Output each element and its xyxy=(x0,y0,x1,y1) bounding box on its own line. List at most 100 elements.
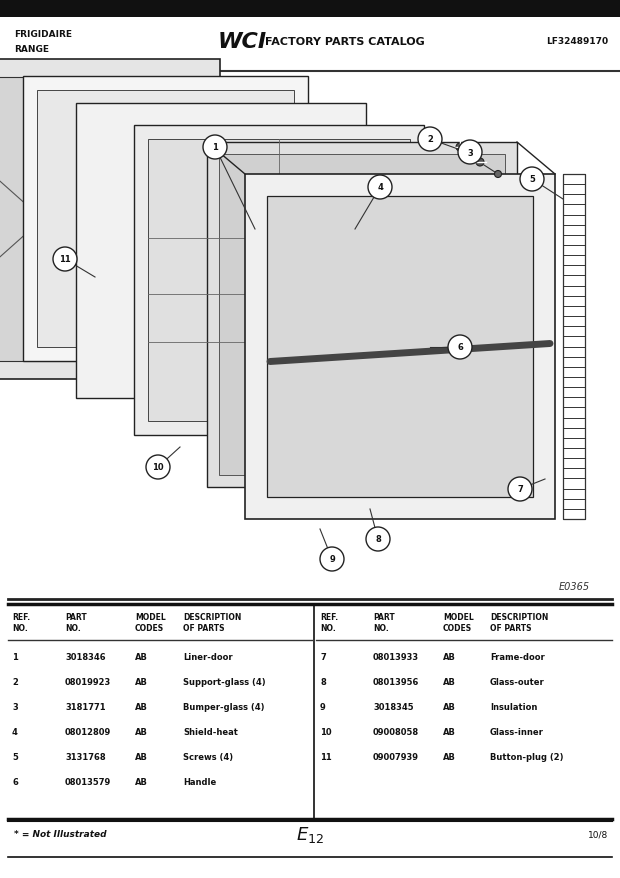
Text: A = GCG38BCW3        B = GCG38BCW4: A = GCG38BCW3 B = GCG38BCW4 xyxy=(14,78,208,88)
Text: 3: 3 xyxy=(467,148,473,157)
Text: DESCRIPTION
OF PARTS: DESCRIPTION OF PARTS xyxy=(490,612,548,632)
Circle shape xyxy=(458,140,482,165)
Text: 4: 4 xyxy=(377,184,383,192)
Bar xyxy=(0,0,620,18)
Text: 3018346: 3018346 xyxy=(65,652,105,661)
Polygon shape xyxy=(0,78,202,362)
Circle shape xyxy=(495,171,502,178)
Text: Liner-door: Liner-door xyxy=(183,652,232,661)
Text: AB: AB xyxy=(135,777,148,786)
Text: Shield-heat: Shield-heat xyxy=(183,727,238,736)
Text: 3181771: 3181771 xyxy=(65,702,105,711)
Text: 3018345: 3018345 xyxy=(373,702,414,711)
Text: 4: 4 xyxy=(12,727,18,736)
Text: 1: 1 xyxy=(12,652,18,661)
Text: Button-plug (2): Button-plug (2) xyxy=(490,752,564,761)
Text: WCI: WCI xyxy=(218,32,267,52)
Circle shape xyxy=(320,547,344,572)
Text: MODEL
CODES: MODEL CODES xyxy=(135,612,166,632)
Text: AB: AB xyxy=(443,727,456,736)
Text: RANGE: RANGE xyxy=(14,45,49,54)
Circle shape xyxy=(146,456,170,479)
Circle shape xyxy=(456,144,464,152)
Text: 09008058: 09008058 xyxy=(373,727,419,736)
Text: 1: 1 xyxy=(212,143,218,152)
Circle shape xyxy=(418,128,442,152)
Circle shape xyxy=(448,335,472,360)
Text: 7: 7 xyxy=(517,485,523,494)
Text: AB: AB xyxy=(135,752,148,761)
Text: PART
NO.: PART NO. xyxy=(65,612,87,632)
Circle shape xyxy=(203,136,227,160)
Text: FRIGIDAIRE: FRIGIDAIRE xyxy=(14,30,72,39)
Text: * = Not Illustrated: * = Not Illustrated xyxy=(14,830,107,838)
Text: FACTORY PARTS CATALOG: FACTORY PARTS CATALOG xyxy=(265,37,425,47)
Text: 3131768: 3131768 xyxy=(65,752,105,761)
Text: 08013579: 08013579 xyxy=(65,777,111,786)
Text: eReplacementParts.com: eReplacementParts.com xyxy=(242,405,378,414)
Text: DESCRIPTION
OF PARTS: DESCRIPTION OF PARTS xyxy=(183,612,241,632)
Text: 5: 5 xyxy=(12,752,18,761)
Polygon shape xyxy=(245,175,555,520)
Text: AB: AB xyxy=(135,677,148,687)
Text: Glass-inner: Glass-inner xyxy=(490,727,544,736)
Text: 08012809: 08012809 xyxy=(65,727,111,736)
Text: AB: AB xyxy=(443,677,456,687)
Polygon shape xyxy=(267,197,533,498)
Text: 8: 8 xyxy=(375,535,381,543)
Text: Glass-outer: Glass-outer xyxy=(490,677,545,687)
Text: 6: 6 xyxy=(457,343,463,352)
Text: AB: AB xyxy=(135,652,148,661)
Text: 09007939: 09007939 xyxy=(373,752,419,761)
Circle shape xyxy=(508,478,532,501)
Text: LF32489170: LF32489170 xyxy=(546,38,608,47)
Text: Support-glass (4): Support-glass (4) xyxy=(183,677,265,687)
Text: Frame-door: Frame-door xyxy=(490,652,545,661)
Circle shape xyxy=(520,168,544,191)
Text: 9: 9 xyxy=(329,555,335,564)
Text: AB: AB xyxy=(443,702,456,711)
Text: 2: 2 xyxy=(12,677,18,687)
Text: 8: 8 xyxy=(320,677,326,687)
Text: PART
NO.: PART NO. xyxy=(373,612,395,632)
Polygon shape xyxy=(148,140,410,421)
Text: 11: 11 xyxy=(59,255,71,264)
Text: 11: 11 xyxy=(320,752,332,761)
Polygon shape xyxy=(207,143,517,487)
Text: 5: 5 xyxy=(529,176,535,184)
Polygon shape xyxy=(0,60,220,379)
Text: 10: 10 xyxy=(152,463,164,472)
Text: 2: 2 xyxy=(427,135,433,144)
Circle shape xyxy=(476,159,484,167)
Text: 08019923: 08019923 xyxy=(65,677,111,687)
Text: AB: AB xyxy=(135,727,148,736)
Text: REF.
NO.: REF. NO. xyxy=(12,612,30,632)
Polygon shape xyxy=(219,155,505,476)
Circle shape xyxy=(53,248,77,271)
Circle shape xyxy=(366,528,390,551)
Polygon shape xyxy=(134,126,424,435)
Text: Screws (4): Screws (4) xyxy=(183,752,233,761)
Bar xyxy=(563,175,585,520)
Circle shape xyxy=(368,176,392,200)
Text: 6: 6 xyxy=(12,777,18,786)
Text: 08013956: 08013956 xyxy=(373,677,419,687)
Polygon shape xyxy=(23,77,308,362)
Text: Insulation: Insulation xyxy=(490,702,538,711)
Text: Handle: Handle xyxy=(183,777,216,786)
Text: 10/8: 10/8 xyxy=(588,830,608,838)
Text: 3: 3 xyxy=(12,702,18,711)
Text: E0365: E0365 xyxy=(559,581,590,591)
Text: MODEL
CODES: MODEL CODES xyxy=(443,612,474,632)
Text: REF.
NO.: REF. NO. xyxy=(320,612,338,632)
Text: 7: 7 xyxy=(320,652,326,661)
Text: Bumper-glass (4): Bumper-glass (4) xyxy=(183,702,265,711)
Text: AB: AB xyxy=(443,652,456,661)
Polygon shape xyxy=(76,104,366,399)
Bar xyxy=(0,18,620,72)
Text: 10: 10 xyxy=(320,727,332,736)
Text: 08013933: 08013933 xyxy=(373,652,419,661)
Text: $\mathit{E}$$_{12}$: $\mathit{E}$$_{12}$ xyxy=(296,824,324,844)
Text: AB: AB xyxy=(443,752,456,761)
Text: 9: 9 xyxy=(320,702,326,711)
